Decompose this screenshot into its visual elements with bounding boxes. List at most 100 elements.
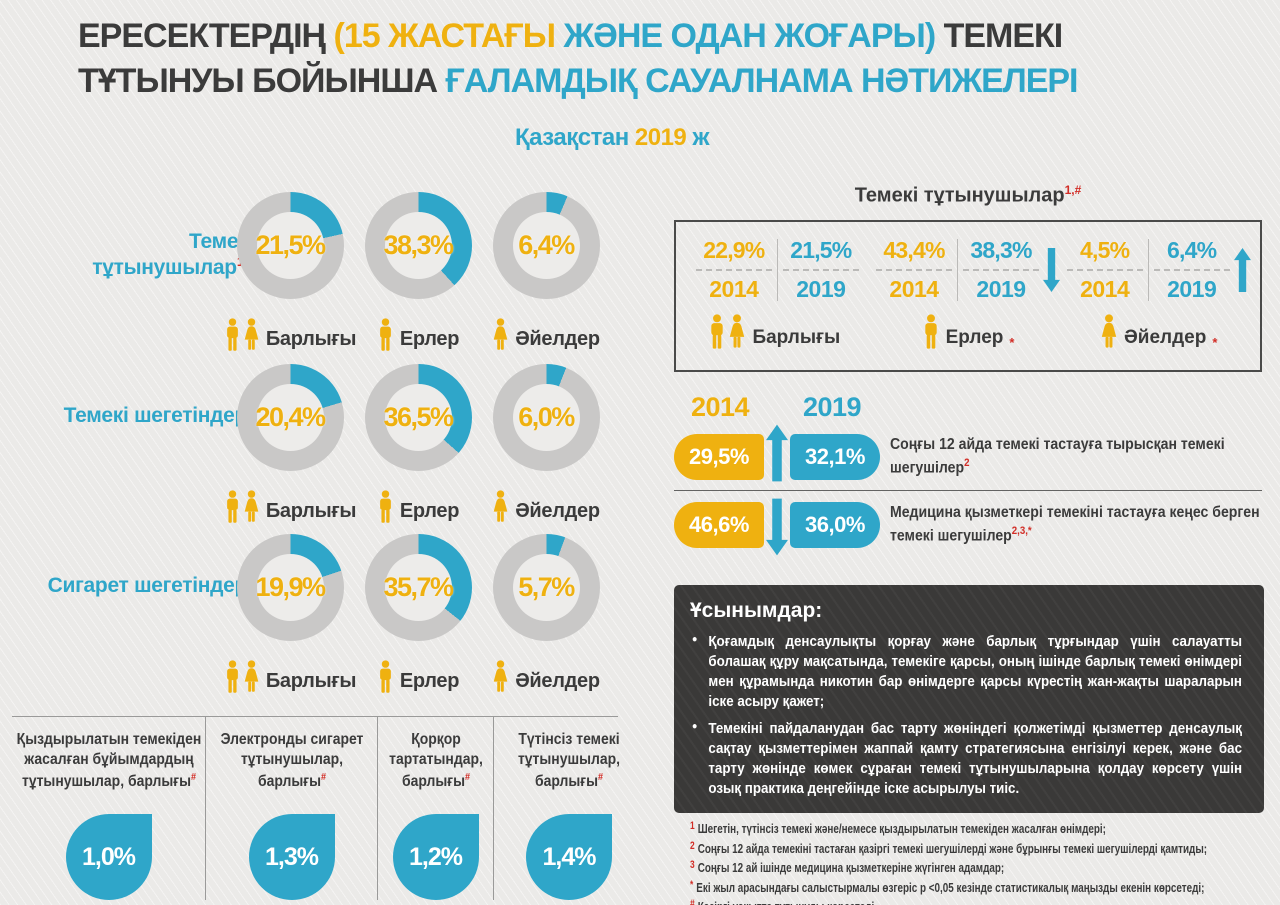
donut-caption: Барлығы bbox=[224, 486, 356, 524]
row-description: Соңғы 12 айда темекі тастауға тырысқан т… bbox=[890, 436, 1225, 477]
donut-value: 6,4% bbox=[518, 230, 575, 260]
donut-row-tobacco-smokers: Темекі шегетіндер# 20,4% Барлығы 36,5% Е… bbox=[0, 360, 645, 532]
value-pill-2019: 36,0% bbox=[790, 502, 880, 548]
donut-value: 36,5% bbox=[383, 402, 454, 432]
trend-down-icon bbox=[766, 496, 788, 560]
donut-row-cigarette-smokers: Сигарет шегетіндер# 19,9% Барлығы 35,7% … bbox=[0, 530, 645, 702]
row-label: Сигарет шегетіндер# bbox=[26, 572, 255, 598]
group-caption: Әйелдер * bbox=[1100, 312, 1217, 350]
woman-icon bbox=[1100, 314, 1118, 350]
donut-caption: Ерлер bbox=[377, 314, 459, 352]
value-pill-2014: 46,6% bbox=[674, 502, 764, 548]
vertical-divider bbox=[957, 239, 958, 301]
teardrop-value: 1,2% bbox=[392, 814, 479, 900]
group-label: Ерлер bbox=[399, 328, 460, 350]
footnote-marker: # bbox=[598, 771, 604, 783]
group-label: Барлығы bbox=[265, 670, 357, 692]
trend-up-icon bbox=[1234, 237, 1251, 303]
title-part: ТҰТЫНУЫ БОЙЫНША bbox=[78, 62, 446, 100]
donut-value: 38,3% bbox=[383, 230, 454, 260]
footnote-marker: 1,# bbox=[1064, 183, 1082, 197]
comparison-box-title: Темекі тұтынушылар1,# bbox=[854, 183, 1082, 207]
footnote: * Екі жыл арасындағы салыстырмалы өзгеріс… bbox=[690, 878, 1205, 895]
quit-row: 29,5% 32,1% Соңғы 12 айда темекі тастауғ… bbox=[674, 430, 1264, 492]
donut-chart: 5,7% bbox=[492, 534, 600, 641]
footnote-marker: # bbox=[190, 771, 196, 783]
title-part: ТЕМЕКІ bbox=[935, 17, 1064, 55]
teardrop-value: 1,0% bbox=[65, 814, 152, 900]
donut-caption: Ерлер bbox=[377, 656, 459, 694]
footnote-marker: 2 bbox=[690, 839, 695, 852]
man-woman-icon bbox=[224, 318, 260, 352]
donut-caption: Әйелдер bbox=[492, 486, 600, 524]
donut-chart: 38,3% bbox=[364, 192, 472, 299]
vertical-divider bbox=[1147, 239, 1149, 301]
recommendations-box: Ұсынымдар: Қоғамдық денсаулықты қорғау ж… bbox=[674, 585, 1264, 813]
woman-icon bbox=[492, 318, 509, 352]
significance-marker: * bbox=[1009, 335, 1015, 350]
group-label: Барлығы bbox=[265, 328, 357, 350]
man-woman-icon bbox=[708, 314, 746, 350]
product-label: Қорқор тартатындар, барлығы# bbox=[388, 731, 483, 791]
title-part: ҒАЛАМДЫҚ САУАЛНАМА НӘТИЖЕЛЕРІ bbox=[445, 62, 1079, 100]
footnote-marker: * bbox=[690, 878, 694, 891]
man-icon bbox=[377, 318, 394, 352]
footnote-marker: # bbox=[464, 771, 470, 783]
product-label: Қыздырылатын темекіден жасалған бұйымдар… bbox=[16, 731, 201, 791]
recommendations-title: Ұсынымдар: bbox=[690, 599, 823, 622]
title-part: ЖӘНЕ ОДАН ЖОҒАРЫ) bbox=[563, 17, 936, 55]
product-smokeless: Түтінсіз темекі тұтынушылар, барлығы# 1,… bbox=[493, 717, 644, 900]
recommendation-item: Темекіні пайдаланудан бас тарту жөніндег… bbox=[690, 719, 1242, 799]
divider bbox=[674, 490, 1262, 491]
fraction-2014: 22,9% 2014 bbox=[695, 237, 772, 303]
donut-men: 36,5% Ерлер bbox=[353, 360, 483, 524]
donut-value: 35,7% bbox=[383, 572, 454, 602]
footnote-marker: 2,3,* bbox=[1011, 524, 1032, 537]
donut-caption: Барлығы bbox=[224, 656, 356, 694]
donut-caption: Ерлер bbox=[377, 486, 459, 524]
donut-women: 6,0% Әйелдер bbox=[481, 360, 611, 524]
donut-women: 6,4% Әйелдер bbox=[481, 188, 611, 352]
donut-chart: 6,0% bbox=[492, 364, 600, 471]
donut-value: 19,9% bbox=[255, 572, 326, 602]
woman-icon bbox=[492, 660, 509, 694]
title-part: (15 ЖАСТАҒЫ bbox=[333, 17, 564, 55]
value-pill-2019: 32,1% bbox=[790, 434, 880, 480]
donut-men: 38,3% Ерлер bbox=[353, 188, 483, 352]
recommendation-item: Қоғамдық денсаулықты қорғау және барлық … bbox=[690, 632, 1242, 712]
footnote-marker: 3 bbox=[690, 859, 695, 871]
subtitle-part: 2019 bbox=[634, 124, 687, 151]
header: ЕРЕСЕКТЕРДІҢ (15 ЖАСТАҒЫ ЖӘНЕ ОДАН ЖОҒАР… bbox=[78, 14, 1218, 104]
man-woman-icon bbox=[224, 490, 260, 524]
trend-down-icon bbox=[1043, 237, 1060, 303]
teardrop-value: 1,3% bbox=[248, 814, 335, 900]
donut-men: 35,7% Ерлер bbox=[353, 530, 483, 694]
donut-caption: Әйелдер bbox=[492, 314, 600, 352]
fraction-2014: 4,5% 2014 bbox=[1066, 237, 1143, 303]
donut-total: 19,9% Барлығы bbox=[224, 530, 356, 694]
donut-value: 21,5% bbox=[255, 230, 326, 260]
comparison-group-total: 22,9% 2014 21,5% 2019 Барлығы bbox=[682, 222, 873, 370]
group-label: Әйелдер bbox=[515, 670, 600, 692]
donut-women: 5,7% Әйелдер bbox=[481, 530, 611, 694]
quit-row: 46,6% 36,0% Медицина қызметкері темекіні… bbox=[674, 498, 1264, 560]
man-woman-icon bbox=[224, 660, 260, 694]
donut-caption: Барлығы bbox=[224, 314, 356, 352]
donut-row-tobacco-users: Темекі тұтынушылар1,# 21,5% Барлығы 38,3… bbox=[0, 188, 645, 360]
fraction-pair: 43,4% 2014 38,3% 2019 bbox=[876, 237, 1060, 303]
donut-chart: 19,9% bbox=[236, 534, 344, 641]
product-e-cigarettes: Электронды сигарет тұтынушылар, барлығы#… bbox=[205, 717, 377, 900]
significance-marker: * bbox=[1212, 335, 1218, 350]
donut-chart: 36,5% bbox=[364, 364, 472, 471]
row-label: Темекі шегетіндер# bbox=[26, 402, 255, 428]
product-heated-tobacco: Қыздырылатын темекіден жасалған бұйымдар… bbox=[12, 717, 205, 900]
fraction-2019: 6,4% 2019 bbox=[1153, 237, 1230, 303]
fraction-2014: 43,4% 2014 bbox=[876, 237, 952, 303]
group-caption: Ерлер * bbox=[922, 312, 1015, 350]
group-label: Барлығы bbox=[265, 500, 357, 522]
page-title: ЕРЕСЕКТЕРДІҢ (15 ЖАСТАҒЫ ЖӘНЕ ОДАН ЖОҒАР… bbox=[78, 14, 1218, 104]
quit-attempts-section: 2014 2019 29,5% 32,1% Соңғы 12 айда теме… bbox=[674, 392, 1264, 582]
product-label: Түтінсіз темекі тұтынушылар, барлығы# bbox=[517, 731, 621, 791]
footnote: 3 Соңғы 12 ай ішінде медицина қызметкерін… bbox=[690, 859, 1005, 875]
footnote-marker: 2 bbox=[964, 456, 970, 469]
